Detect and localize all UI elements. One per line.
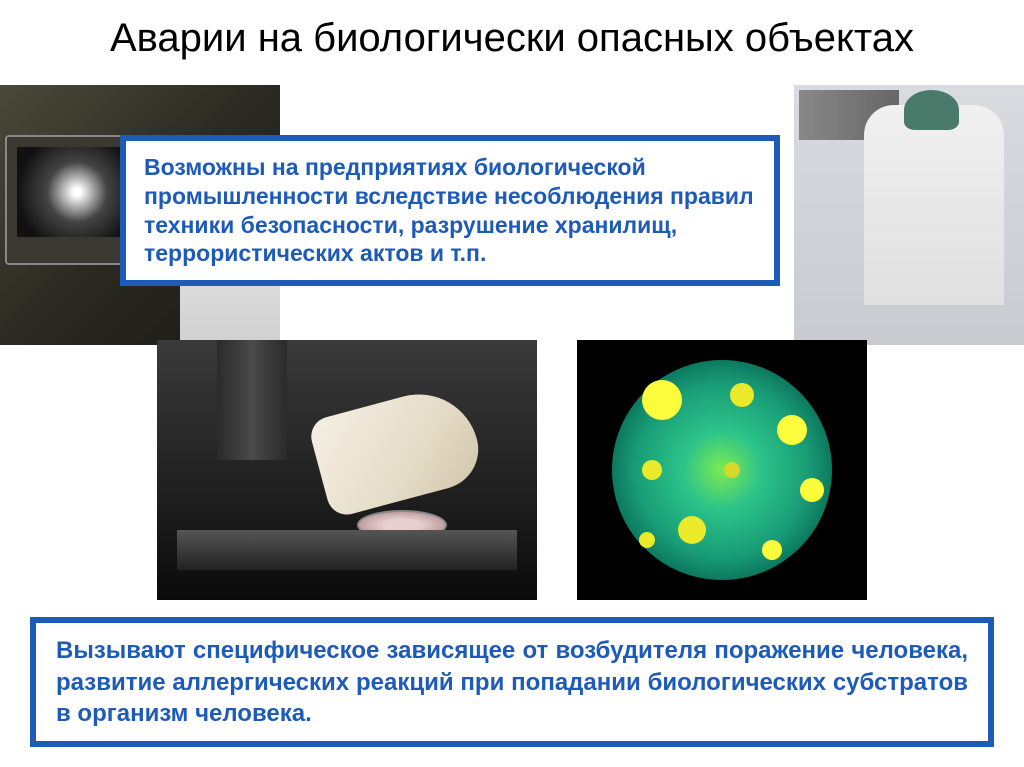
- lab-worker-image: [794, 85, 1024, 345]
- microscope-arm: [217, 340, 287, 460]
- info-box-1: Возможны на предприятиях биологической п…: [120, 135, 780, 286]
- lab-person-right: [864, 105, 1004, 305]
- middle-image-row: [0, 340, 1024, 610]
- microscope-image: [157, 340, 537, 600]
- virus-particle: [612, 360, 832, 580]
- info-box-2-text: Вызывают специфическое зависящее от возб…: [56, 635, 968, 729]
- microscope-stage: [177, 530, 517, 570]
- slide-title: Аварии на биологически опасных объектах: [0, 0, 1024, 71]
- gloved-hand: [307, 381, 487, 519]
- virus-image: [577, 340, 867, 600]
- info-box-1-text: Возможны на предприятиях биологической п…: [144, 153, 756, 268]
- info-box-2: Вызывают специфическое зависящее от возб…: [30, 617, 994, 747]
